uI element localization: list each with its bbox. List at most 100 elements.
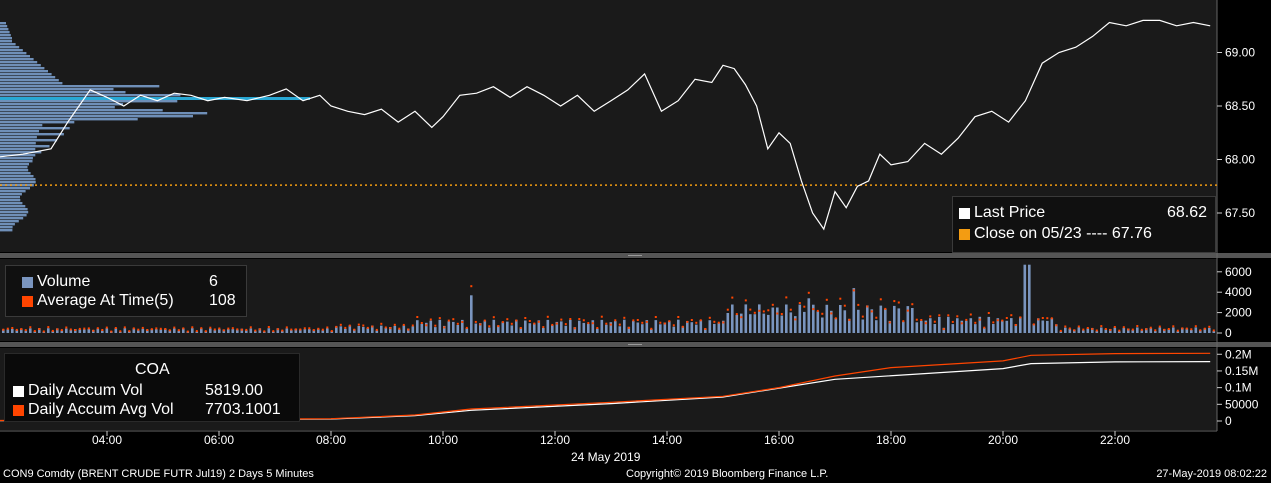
volume-legend[interactable]: Volume 6 Average At Time(5) 108 <box>5 265 247 317</box>
avg-at-time-dot <box>794 318 797 321</box>
legend-swatch-avg-at-time <box>22 295 33 307</box>
volume-bar <box>200 328 203 333</box>
avg-at-time-dot <box>132 327 135 330</box>
volume-bar <box>933 324 937 333</box>
volume-bar <box>735 314 739 333</box>
avg-at-time-dot <box>1082 328 1085 331</box>
volume-bar <box>663 322 667 333</box>
avg-at-time-dot <box>83 327 86 330</box>
volume-bar <box>474 323 478 333</box>
avg-at-time-dot <box>618 323 621 326</box>
volume-bar <box>101 330 104 333</box>
volume-bar <box>672 326 676 333</box>
avg-at-time-dot <box>681 325 684 328</box>
volume-profile-bar <box>0 37 12 40</box>
avg-at-time-dot <box>411 324 414 327</box>
volume-profile-poc-line <box>0 97 310 101</box>
volume-profile-bar <box>0 130 39 133</box>
volume-bar <box>704 328 707 333</box>
avg-at-time-dot <box>1037 318 1040 321</box>
volume-bar <box>1059 331 1063 333</box>
volume-profile-bar <box>0 49 23 52</box>
legend-swatch-last-price <box>959 207 970 219</box>
volume-bar <box>654 320 658 333</box>
volume-bar <box>461 319 464 333</box>
avg-at-time-dot <box>456 322 459 325</box>
volume-bar <box>555 321 559 333</box>
x-tick-label: 10:00 <box>428 433 458 447</box>
avg-at-time-dot <box>609 323 612 326</box>
volume-profile-bar <box>0 211 29 214</box>
avg-at-time-dot <box>1176 329 1179 332</box>
volume-bar <box>780 315 784 333</box>
avg-at-time-dot <box>276 328 279 331</box>
volume-bar <box>1181 327 1184 333</box>
avg-at-time-dot <box>1073 329 1076 332</box>
volume-bar <box>506 321 509 333</box>
volume-bar <box>281 330 284 333</box>
avg-at-time-dot <box>366 326 369 329</box>
avg-at-time-dot <box>1158 325 1161 328</box>
volume-bar <box>56 328 59 333</box>
last-price-line <box>0 19 1211 231</box>
volume-bar <box>321 330 325 333</box>
avg-at-time-dot <box>461 321 464 323</box>
volume-bar <box>1163 329 1166 333</box>
volume-profile-bar <box>0 25 8 28</box>
volume-bar <box>416 320 419 333</box>
volume-bar <box>668 320 671 333</box>
avg-at-time-dot <box>978 318 981 321</box>
avg-at-time-dot <box>569 318 572 320</box>
volume-bar <box>1010 318 1013 333</box>
avg-at-time-dot <box>1190 328 1193 331</box>
volume-bar <box>83 329 86 333</box>
volume-profile-bar <box>0 61 38 64</box>
accum-legend[interactable]: COA Daily Accum Vol 5819.00 Daily Accum … <box>4 353 300 422</box>
avg-at-time-dot <box>438 317 441 320</box>
avg-at-time-dot <box>240 328 243 331</box>
avg-at-time-dot <box>87 327 90 330</box>
avg-at-time-dot <box>164 328 167 330</box>
avg-at-time-dot <box>938 314 941 317</box>
avg-at-time-dot <box>254 329 257 332</box>
volume-bar <box>326 328 329 333</box>
legend-label-close: Close on 05/23 ---- 67.76 <box>974 225 1152 242</box>
volume-bar <box>240 328 244 333</box>
avg-at-time-dot <box>218 327 221 330</box>
legend-label-accum-avg: Daily Accum Avg Vol <box>28 401 174 418</box>
volume-bar <box>168 330 172 333</box>
volume-profile-bar <box>0 151 42 154</box>
x-tick-label: 04:00 <box>92 433 122 447</box>
avg-at-time-dot <box>321 328 324 331</box>
avg-at-time-dot <box>209 326 212 329</box>
volume-profile-bar <box>0 43 16 46</box>
volume-bar <box>1104 329 1108 333</box>
volume-bar <box>105 328 109 333</box>
volume-bar <box>398 329 401 333</box>
legend-label-last-price: Last Price <box>974 204 1046 221</box>
volume-bar <box>389 327 392 333</box>
volume-bar <box>749 314 752 333</box>
avg-at-time-dot <box>1113 326 1116 328</box>
avg-at-time-dot <box>434 324 437 327</box>
avg-at-time-dot <box>186 330 189 333</box>
price-legend[interactable]: Last Price 68.62 Close on 05/23 ---- 67.… <box>952 196 1216 253</box>
avg-at-time-dot <box>371 325 374 328</box>
legend-label-accum-vol: Daily Accum Vol <box>28 382 143 399</box>
volume-bar <box>551 325 554 333</box>
volume-bar <box>434 327 437 333</box>
volume-bar <box>1122 327 1126 333</box>
volume-bar <box>650 328 653 333</box>
volume-bar <box>722 320 725 333</box>
avg-at-time-dot <box>245 328 248 331</box>
volume-profile-bar <box>0 172 31 175</box>
volume-bar <box>425 322 428 333</box>
volume-bar <box>308 329 311 333</box>
avg-at-time-dot <box>182 327 185 330</box>
avg-at-time-dot <box>1199 329 1202 332</box>
volume-bar <box>533 323 536 333</box>
avg-at-time-dot <box>1203 327 1206 330</box>
volume-profile-bar <box>0 175 34 178</box>
volume-bar <box>596 328 599 333</box>
avg-at-time-dot <box>1172 325 1175 328</box>
